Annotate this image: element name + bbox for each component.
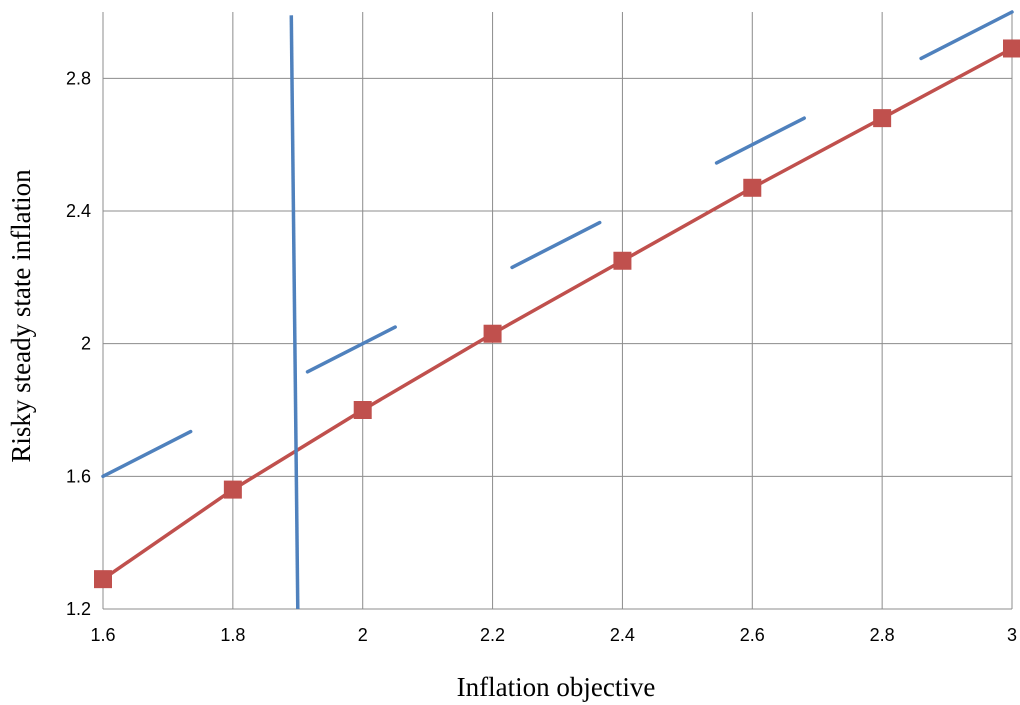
data-point-marker xyxy=(613,251,632,270)
dashed-line-segment xyxy=(919,10,1014,61)
data-point-marker xyxy=(223,480,242,499)
gridlines xyxy=(102,12,1013,610)
x-tick-label: 2.4 xyxy=(610,625,635,645)
series-line xyxy=(102,46,1013,581)
x-tick-label: 3 xyxy=(1007,625,1017,645)
series-line xyxy=(289,15,300,610)
data-point-marker xyxy=(1003,39,1020,58)
series-2 xyxy=(101,10,1014,479)
x-tick-label: 2 xyxy=(358,625,368,645)
data-point-marker xyxy=(353,401,372,419)
data-point-marker xyxy=(743,178,762,197)
x-tick-label: 1.8 xyxy=(220,625,245,645)
dashed-line-segment xyxy=(101,429,193,479)
series-1 xyxy=(289,15,300,610)
y-tick-label: 2 xyxy=(81,334,91,354)
dashed-line-segment xyxy=(714,116,806,165)
x-tick-label: 2.2 xyxy=(480,625,505,645)
y-tick-label: 1.6 xyxy=(66,466,91,486)
y-tick-label: 2.4 xyxy=(66,201,91,221)
x-tick-label: 2.6 xyxy=(740,625,765,645)
dashed-line-segment xyxy=(305,325,397,374)
x-tick-label: 2.8 xyxy=(870,625,895,645)
dashed-line-segment xyxy=(510,220,602,270)
x-axis-title: Inflation objective xyxy=(457,672,656,702)
data-point-marker xyxy=(94,570,112,589)
plot-area xyxy=(94,10,1020,610)
data-point-marker xyxy=(483,324,502,343)
y-tick-label: 2.8 xyxy=(66,68,91,88)
y-tick-label: 1.2 xyxy=(66,599,91,619)
series-0 xyxy=(94,39,1020,589)
data-point-marker xyxy=(873,109,892,128)
y-axis-title: Risky steady state inflation xyxy=(6,169,36,463)
tick-labels: 1.6 1.8 2 2.2 2.4 2.6 2.8 3 1.2 1.6 2 2.4 2.8 xyxy=(66,68,1017,645)
x-tick-label: 1.6 xyxy=(90,625,115,645)
